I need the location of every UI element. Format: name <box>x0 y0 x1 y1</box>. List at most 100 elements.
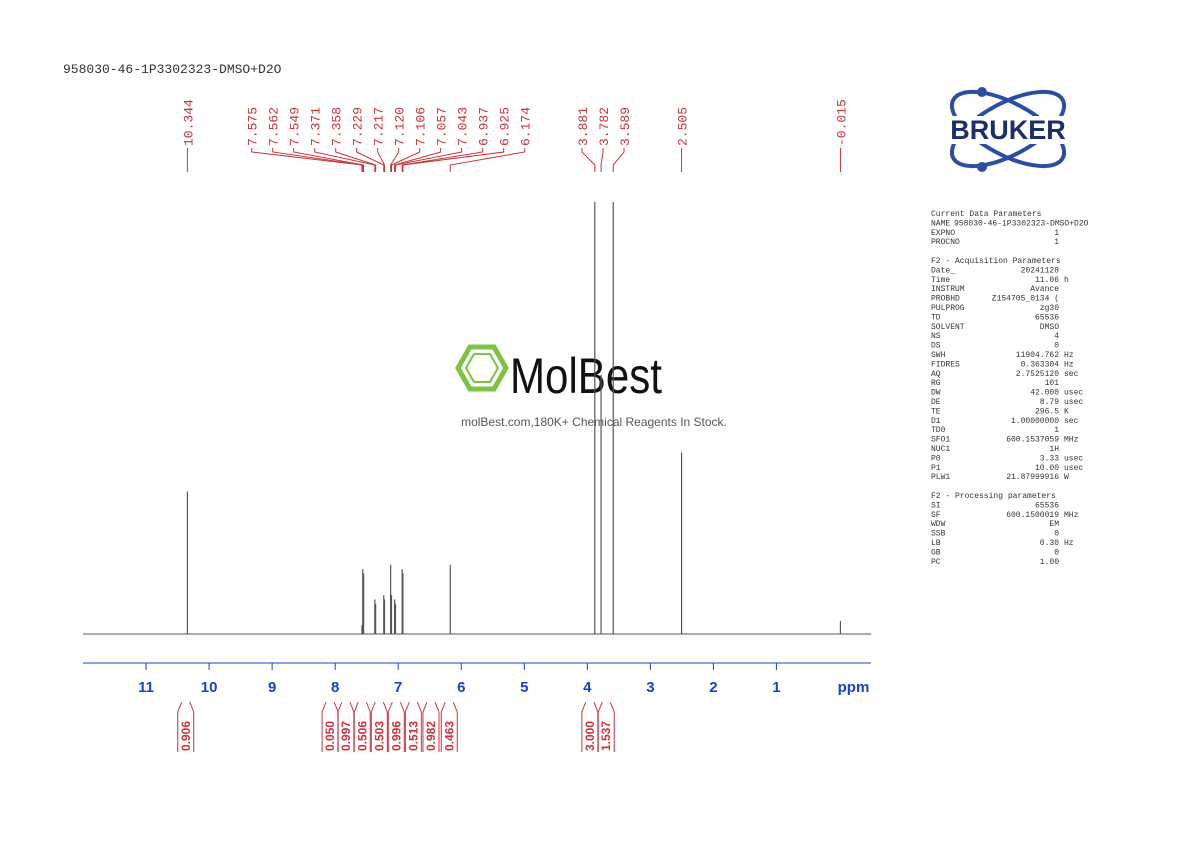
integral-bracket <box>353 701 371 752</box>
param-name: SI <box>931 501 941 510</box>
param-unit: Hz <box>1064 539 1074 548</box>
param-value: DMSO <box>1040 323 1059 332</box>
param-section-title: F2 - Acquisition Parameters <box>931 257 1061 266</box>
param-value: 0.30 <box>1040 539 1059 548</box>
bruker-logo: BRUKER <box>925 87 1091 172</box>
param-value: 600.1500019 <box>1006 511 1059 520</box>
peak-leader <box>356 148 385 172</box>
param-value: 0.363304 <box>1021 360 1060 369</box>
peak-label: 6.925 <box>498 107 513 146</box>
param-value: 65536 <box>1035 313 1059 322</box>
param-unit: Hz <box>1064 360 1074 369</box>
param-value: 4 <box>1054 332 1059 341</box>
param-name: PROCNO <box>931 238 960 247</box>
x-axis-label: ppm <box>838 679 870 696</box>
x-tick-label: 3 <box>646 679 654 696</box>
param-value: Z154705_0134 ( <box>992 295 1059 304</box>
watermark-name: MolBest <box>510 348 662 404</box>
param-value: 958030-46-1P3302323-DMSO+D2O <box>954 219 1089 228</box>
param-unit: h <box>1064 276 1069 285</box>
peak-label: 7.217 <box>372 107 387 146</box>
watermark: MolBest molBest.com,180K+ Chemical Reage… <box>455 344 727 429</box>
peak-label: 7.043 <box>456 107 471 146</box>
peak-label: 7.120 <box>393 107 408 146</box>
peak-leader <box>293 148 365 172</box>
x-tick-label: 9 <box>268 679 276 696</box>
peak-label: 3.782 <box>597 107 612 146</box>
param-value: 11.06 <box>1035 276 1059 285</box>
integral-label: 0.996 <box>389 721 403 751</box>
peak-label: 2.505 <box>676 107 691 146</box>
integral-bracket <box>387 701 405 752</box>
param-name: PC <box>931 558 941 567</box>
peak-label: 7.106 <box>414 107 429 146</box>
param-name: TD0 <box>931 426 946 435</box>
peak-label: 7.358 <box>330 107 345 146</box>
param-value: EM <box>1049 520 1059 529</box>
logo-backdrop <box>925 116 1091 144</box>
integral-label: 1.537 <box>599 721 613 751</box>
integral-bracket <box>177 701 195 752</box>
param-name: AQ <box>931 370 941 379</box>
peak-leader <box>402 148 505 172</box>
param-name: DW <box>931 389 941 398</box>
integral-label: 0.982 <box>424 721 438 751</box>
param-value: 101 <box>1045 379 1060 388</box>
param-name: NUC1 <box>931 445 950 454</box>
param-name: INSTRUM <box>931 285 965 294</box>
param-name: SFO1 <box>931 436 950 445</box>
param-value: 296.5 <box>1035 407 1059 416</box>
param-value: 1 <box>1054 238 1059 247</box>
integral-label: 0.513 <box>406 721 420 751</box>
param-unit: usec <box>1064 454 1083 463</box>
param-value: Avance <box>1030 285 1059 294</box>
integral-bracket <box>440 701 458 752</box>
param-value: 3.33 <box>1040 454 1059 463</box>
param-value: 42.000 <box>1030 389 1059 398</box>
peak-label: 7.371 <box>309 107 324 146</box>
x-tick-label: 8 <box>331 679 339 696</box>
param-value: 0 <box>1054 342 1059 351</box>
param-name: EXPNO <box>931 229 955 238</box>
watermark-icon <box>455 344 509 392</box>
param-value: 0 <box>1054 530 1059 539</box>
peak-leader <box>314 148 376 172</box>
param-name: PULPROG <box>931 304 965 313</box>
param-value: 1.00 <box>1040 558 1059 567</box>
param-name: WDW <box>931 520 946 529</box>
peak-label: 6.937 <box>477 107 492 146</box>
integral-label: 0.997 <box>339 721 353 751</box>
param-name: PLW1 <box>931 473 950 482</box>
chart-title: 958030-46-1P3302323-DMSO+D2O <box>63 62 282 77</box>
param-name: RG <box>931 379 941 388</box>
param-name: Date_ <box>931 266 955 275</box>
param-name: P1 <box>931 464 941 473</box>
param-value: 21.87999916 <box>1006 473 1059 482</box>
peak-leader <box>612 148 625 172</box>
param-unit: sec <box>1064 370 1079 379</box>
integral-label: 0.506 <box>355 721 369 751</box>
peak-leader <box>272 148 364 172</box>
peak-leader <box>377 148 386 172</box>
param-section-title: F2 - Processing parameters <box>931 492 1056 501</box>
peak-label: 7.229 <box>351 107 366 146</box>
integral-bracket <box>404 701 422 752</box>
param-unit: K <box>1064 407 1069 416</box>
param-value: 1H <box>1049 445 1059 454</box>
param-value: 20241128 <box>1021 266 1060 275</box>
param-name: FIDRES <box>931 360 960 369</box>
peak-leader <box>449 148 526 172</box>
param-name: SF <box>931 511 941 520</box>
param-unit: usec <box>1064 398 1083 407</box>
param-name: LB <box>931 539 941 548</box>
logo-orbit <box>949 89 1067 169</box>
integral-label: 0.463 <box>442 721 456 751</box>
peak-leader <box>391 148 421 172</box>
param-name: GB <box>931 548 941 557</box>
spectrum <box>186 202 842 634</box>
peak-label: -0.015 <box>834 99 849 146</box>
logo-text: BRUKER <box>950 115 1066 145</box>
param-value: zg30 <box>1040 304 1059 313</box>
integral-bracket <box>597 701 615 752</box>
